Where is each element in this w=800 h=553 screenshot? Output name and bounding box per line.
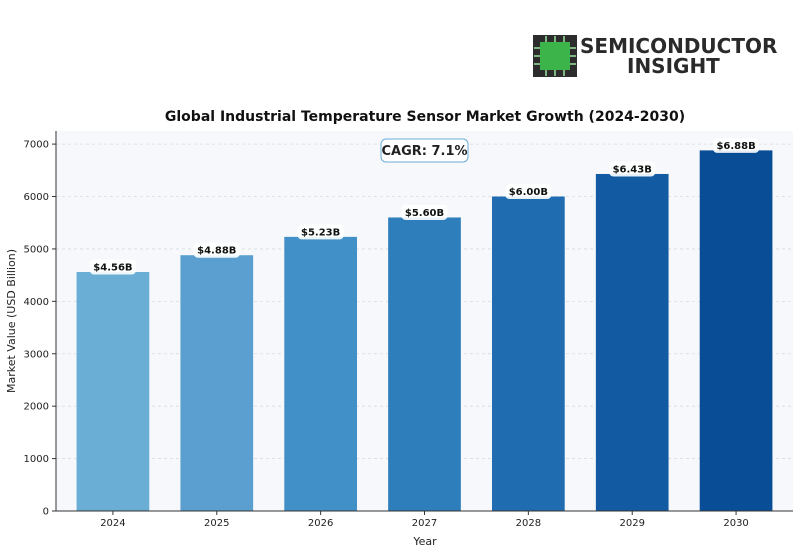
bar (595, 173, 669, 511)
x-tick-label: 2024 (100, 518, 125, 529)
x-tick-label: 2027 (412, 518, 437, 529)
data-label: $4.88B (197, 246, 236, 257)
logo-line1: SEMICONDUCTOR (580, 34, 777, 58)
y-tick-label: 5000 (24, 244, 49, 255)
bar (180, 255, 254, 511)
y-ticks: 0 1000 2000 3000 4000 5000 6000 7000 (24, 140, 56, 518)
bar (284, 236, 357, 511)
y-tick-label: 4000 (24, 297, 49, 308)
cagr-annotation: CAGR: 7.1% (380, 138, 469, 163)
x-ticks: 2024 2025 2026 2027 2028 2029 2030 (100, 511, 749, 529)
data-label-box (297, 224, 344, 240)
x-tick-label: 2030 (723, 518, 748, 529)
y-tick-label: 7000 (24, 140, 49, 151)
data-label: $5.60B (405, 208, 444, 219)
y-tick-label: 3000 (24, 349, 49, 360)
data-label: $6.43B (613, 164, 652, 175)
chart-title: Global Industrial Temperature Sensor Mar… (165, 109, 685, 125)
logo: SEMICONDUCTOR INSIGHT (533, 34, 777, 78)
y-tick-label: 0 (43, 507, 49, 518)
cagr-box (380, 138, 469, 163)
bars (76, 150, 773, 511)
x-tick-label: 2028 (516, 518, 541, 529)
data-label-box (89, 259, 136, 275)
x-axis-label: Year (412, 535, 437, 548)
chip-pins (534, 36, 576, 76)
data-label: $5.23B (301, 227, 340, 238)
data-label: $6.88B (716, 141, 755, 152)
bar (492, 196, 565, 511)
data-label: $6.00B (509, 187, 548, 198)
bar (699, 150, 773, 511)
y-tick-label: 1000 (24, 454, 49, 465)
logo-line2: INSIGHT (627, 54, 720, 78)
data-label-box (193, 242, 240, 258)
bar (76, 271, 150, 511)
x-tick-label: 2025 (204, 518, 229, 529)
chip-core (540, 42, 570, 70)
data-label-box (505, 184, 552, 200)
cagr-text: CAGR: 7.1% (381, 144, 467, 159)
data-label-box (609, 161, 656, 177)
x-tick-label: 2026 (308, 518, 333, 529)
y-tick-label: 6000 (24, 192, 49, 203)
x-tick-label: 2029 (619, 518, 644, 529)
y-tick-label: 2000 (24, 402, 49, 413)
data-label-box (401, 204, 448, 220)
data-labels: $4.56B $4.88B $5.23B $5.60B $6.00B $6.43B $6.8… (89, 137, 760, 275)
data-label-box (713, 137, 760, 153)
bar (388, 217, 461, 511)
y-axis-label: Market Value (USD Billion) (5, 249, 18, 393)
data-label: $4.56B (93, 262, 132, 273)
